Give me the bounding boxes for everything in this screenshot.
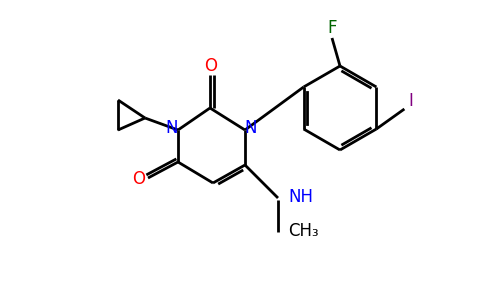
Text: F: F (327, 19, 337, 37)
Text: I: I (408, 92, 413, 110)
Text: O: O (205, 57, 217, 75)
Text: N: N (166, 119, 178, 137)
Text: NH: NH (288, 188, 313, 206)
Text: O: O (133, 170, 146, 188)
Text: N: N (245, 119, 257, 137)
Text: CH₃: CH₃ (288, 222, 318, 240)
